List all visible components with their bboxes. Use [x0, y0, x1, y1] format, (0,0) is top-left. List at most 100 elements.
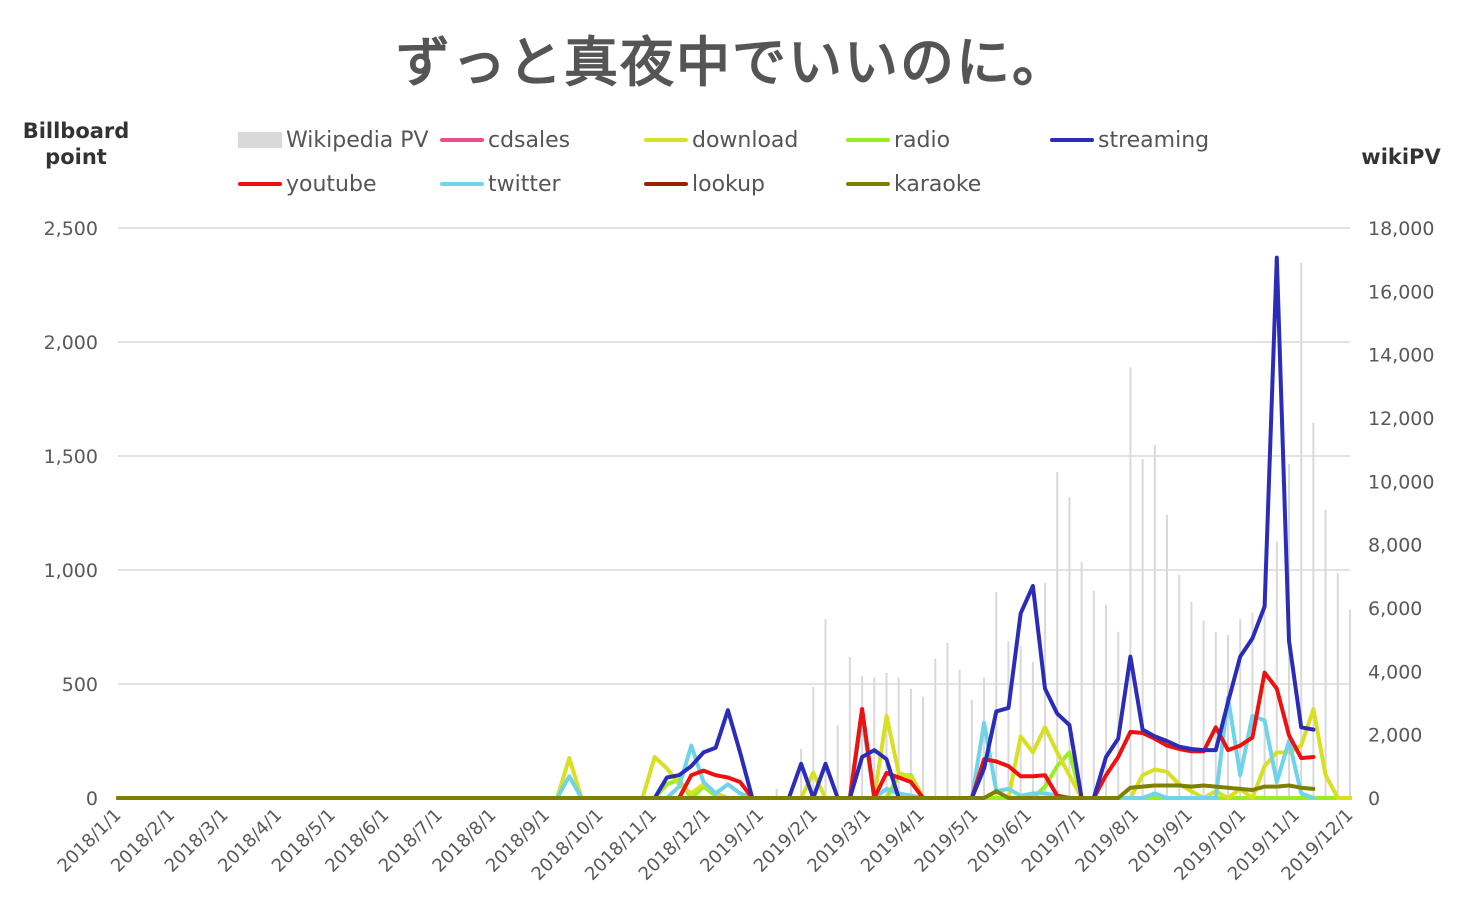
y-tick-label: 2,500	[44, 218, 98, 240]
y2-tick-label: 12,000	[1368, 408, 1434, 430]
chart-title: ずっと真夜中でいいのに。	[396, 31, 1068, 94]
wikipedia-pv-bar	[909, 688, 912, 798]
legend-swatch	[440, 182, 484, 186]
legend-item-lookup: lookup	[644, 168, 765, 200]
wikipedia-pv-bar	[995, 592, 998, 798]
y-axis-title-right: wikiPV	[1361, 145, 1441, 169]
legend-item-streaming: streaming	[1050, 124, 1209, 156]
y-tick-label: 2,000	[44, 332, 98, 354]
series-line-twitter	[116, 695, 1316, 800]
wikipedia-pv-bar	[1214, 631, 1217, 798]
wikipedia-pv-bar	[1349, 609, 1351, 798]
y2-tick-label: 4,000	[1368, 661, 1422, 683]
legend-swatch	[1050, 138, 1094, 142]
y-axis-ticks-right: 0 2,000 4,000 6,000 8,000 10,000 12,000 14,000 1…	[1368, 218, 1434, 810]
y2-tick-label: 2,000	[1368, 725, 1422, 747]
series-lines	[116, 255, 1352, 800]
legend-label: twitter	[488, 171, 561, 197]
wikipedia-pv-bar	[1251, 612, 1254, 798]
wikipedia-pv-bar	[970, 699, 973, 798]
wikipedia-pv-bar	[1031, 661, 1034, 798]
wikipedia-pv-bar	[922, 696, 925, 798]
wikipedia-pv-bar	[836, 725, 839, 798]
wikipedia-pv-bar	[873, 677, 876, 798]
y2-tick-label: 6,000	[1368, 598, 1422, 620]
grid-lines	[118, 227, 1350, 799]
legend-item-download: download	[644, 124, 798, 156]
y2-tick-label: 16,000	[1368, 281, 1434, 303]
wikipedia-pv-bar	[1227, 634, 1230, 798]
wikipedia-pv-bar	[946, 642, 949, 798]
wikipedia-pv-bar	[1324, 509, 1327, 798]
wikipedia-pv-bar	[1190, 601, 1193, 798]
x-axis-ticks: 2018/1/12018/2/12018/3/12018/4/12018/5/1…	[54, 805, 1358, 885]
legend-item-twitter: twitter	[440, 168, 561, 200]
legend-label: cdsales	[488, 127, 571, 153]
wikipedia-pv-bar	[1092, 590, 1095, 798]
wikipedia-pv-bar	[1056, 471, 1059, 798]
legend-item-cdsales: cdsales	[440, 124, 570, 156]
wikipedia-pv-bar	[1300, 262, 1303, 798]
wikipedia-pv-bar	[1202, 620, 1205, 798]
y2-tick-label: 10,000	[1368, 471, 1434, 493]
wikipedia-pv-bar	[897, 677, 900, 798]
series-line-youtube	[116, 670, 1316, 800]
series-line-karaoke	[116, 783, 1316, 800]
y-axis-title-left: Billboard point	[22, 119, 130, 169]
y2-tick-label: 14,000	[1368, 345, 1434, 367]
legend-item-radio: radio	[846, 124, 950, 156]
wikipedia-pv-bar	[800, 748, 803, 798]
wikipedia-pv-bar	[934, 658, 937, 798]
y-tick-label: 1,500	[44, 446, 98, 468]
legend-item-youtube: youtube	[238, 168, 377, 200]
legend-label: Wikipedia PV	[286, 127, 429, 153]
legend-item-wikipedia-pv: Wikipedia PV	[238, 124, 429, 156]
chart-legend: Wikipedia PV cdsales download radio streamin…	[238, 124, 1258, 208]
wikipedia-pv-bar	[1129, 367, 1132, 798]
legend-swatch	[644, 182, 688, 186]
wikipedia-pv-bar	[775, 788, 778, 798]
wikipedia-pv-bar	[1007, 641, 1010, 798]
y2-tick-label: 18,000	[1368, 218, 1434, 240]
y2-tick-label: 0	[1368, 788, 1380, 810]
wikipedia-pv-bar	[824, 619, 827, 798]
legend-label: youtube	[286, 171, 377, 197]
legend-swatch	[644, 138, 688, 142]
wikipedia-pv-bar	[1117, 631, 1120, 798]
legend-swatch	[440, 138, 484, 142]
legend-label: radio	[894, 127, 951, 153]
legend-label: lookup	[692, 171, 766, 197]
wikipedia-pv-bar	[958, 669, 961, 798]
wikipedia-pv-bar	[1275, 541, 1278, 798]
legend-label: download	[692, 127, 799, 153]
wikipedia-pv-bar	[1336, 573, 1339, 798]
series-line-streaming	[116, 255, 1316, 800]
wikipedia-pv-bar	[1105, 604, 1108, 798]
legend-swatch	[238, 132, 282, 148]
legend-item-karaoke: karaoke	[846, 168, 981, 200]
wikipedia-pv-bar	[1080, 562, 1083, 798]
legend-label: streaming	[1098, 127, 1210, 153]
wikipedia-pv-bar	[983, 677, 986, 798]
y-tick-label: 500	[62, 674, 98, 696]
y-tick-label: 0	[86, 788, 98, 810]
legend-swatch	[238, 182, 282, 186]
legend-swatch	[846, 182, 890, 186]
y-axis-ticks-left: 0 500 1,000 1,500 2,000 2,500	[44, 218, 98, 810]
legend-swatch	[846, 138, 890, 142]
y2-tick-label: 8,000	[1368, 535, 1422, 557]
wikipedia-pv-bar	[1153, 444, 1156, 798]
y-tick-label: 1,000	[44, 560, 98, 582]
wikipedia-pv-bar	[1166, 514, 1169, 798]
wikipedia-pv-bar	[1068, 497, 1071, 798]
wikipedia-pv-bar	[861, 676, 864, 798]
wikipedia-pv-bar	[812, 687, 815, 798]
wikipedia-pv-bar	[885, 672, 888, 798]
wikipedia-pv-bar	[1141, 459, 1144, 798]
legend-label: karaoke	[894, 171, 982, 197]
wikipedia-pv-bar	[1178, 574, 1181, 798]
series-line-download	[116, 707, 1352, 800]
wikipedia-pv-bar	[1239, 619, 1242, 798]
wikipedia-pv-bar	[848, 657, 851, 798]
